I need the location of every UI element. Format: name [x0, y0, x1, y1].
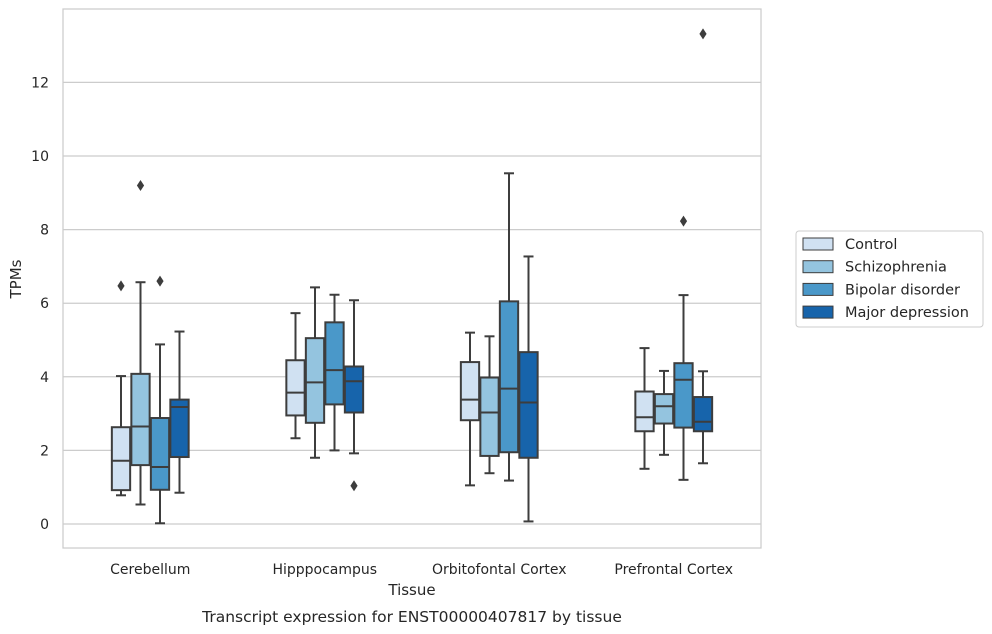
y-tick-label: 4 — [40, 370, 49, 386]
box-plot — [498, 172, 520, 482]
box-plot — [169, 330, 190, 494]
box-plot — [149, 275, 171, 525]
box-plot — [343, 299, 365, 492]
box — [304, 337, 326, 424]
box — [169, 398, 190, 459]
box-plot — [110, 280, 132, 497]
box — [518, 351, 539, 459]
box-plots — [110, 28, 714, 525]
box-plot — [479, 335, 500, 475]
box — [130, 372, 151, 467]
box-plot — [518, 255, 539, 523]
outlier-point — [136, 179, 145, 191]
y-axis-ticks: 0 2 4 6 8 10 12 — [31, 75, 49, 533]
box — [479, 376, 500, 457]
outlier-point — [679, 215, 688, 227]
y-tick-label: 12 — [31, 75, 49, 91]
box-plot — [304, 286, 326, 459]
legend-swatch — [802, 260, 834, 274]
legend: Control Schizophrenia Bipolar disorder Majo… — [795, 230, 984, 328]
legend-swatch — [802, 282, 834, 296]
box — [692, 396, 714, 433]
box-plot — [285, 312, 306, 440]
outlier-point — [117, 280, 125, 292]
x-axis-ticks: Cerebellum Hipppocampus Orbitofontal Corte… — [110, 562, 733, 578]
legend-label: Control — [845, 237, 897, 253]
x-tick-label: Orbitofontal Cortex — [432, 562, 567, 578]
y-tick-label: 6 — [40, 296, 49, 312]
legend-label: Schizophrenia — [845, 260, 947, 276]
box — [653, 393, 675, 425]
box — [110, 426, 132, 492]
box-plot — [692, 28, 714, 465]
box — [149, 417, 171, 491]
box — [459, 361, 481, 422]
box-plot — [130, 179, 151, 506]
box — [324, 321, 345, 406]
box — [285, 359, 306, 417]
legend-label: Major depression — [845, 305, 969, 321]
legend-swatch — [802, 237, 834, 251]
plot-frame — [62, 8, 762, 549]
x-tick-label: Hipppocampus — [272, 562, 377, 578]
box-plot — [324, 293, 345, 452]
legend-frame — [795, 230, 984, 328]
box — [634, 390, 655, 433]
box-plot — [673, 215, 694, 481]
box — [343, 365, 365, 414]
legend-label: Bipolar disorder — [845, 282, 960, 298]
box-plot — [459, 331, 481, 487]
chart-caption: Transcript expression for ENST0000040781… — [201, 608, 622, 626]
y-tick-label: 0 — [40, 517, 49, 533]
y-tick-label: 8 — [40, 223, 49, 239]
box — [498, 300, 520, 454]
x-axis-label: Tissue — [387, 581, 435, 599]
x-tick-label: Cerebellum — [110, 562, 190, 578]
legend-swatch — [802, 305, 834, 319]
y-axis-label: TPMs — [7, 259, 25, 299]
outlier-point — [699, 28, 707, 40]
outlier-point — [156, 275, 164, 287]
outlier-point — [350, 480, 358, 492]
box — [673, 362, 694, 429]
box-plot — [653, 369, 675, 456]
y-tick-label: 10 — [31, 149, 49, 165]
x-tick-label: Prefrontal Cortex — [614, 562, 733, 578]
y-tick-label: 2 — [40, 443, 49, 459]
box-plot — [634, 347, 655, 470]
